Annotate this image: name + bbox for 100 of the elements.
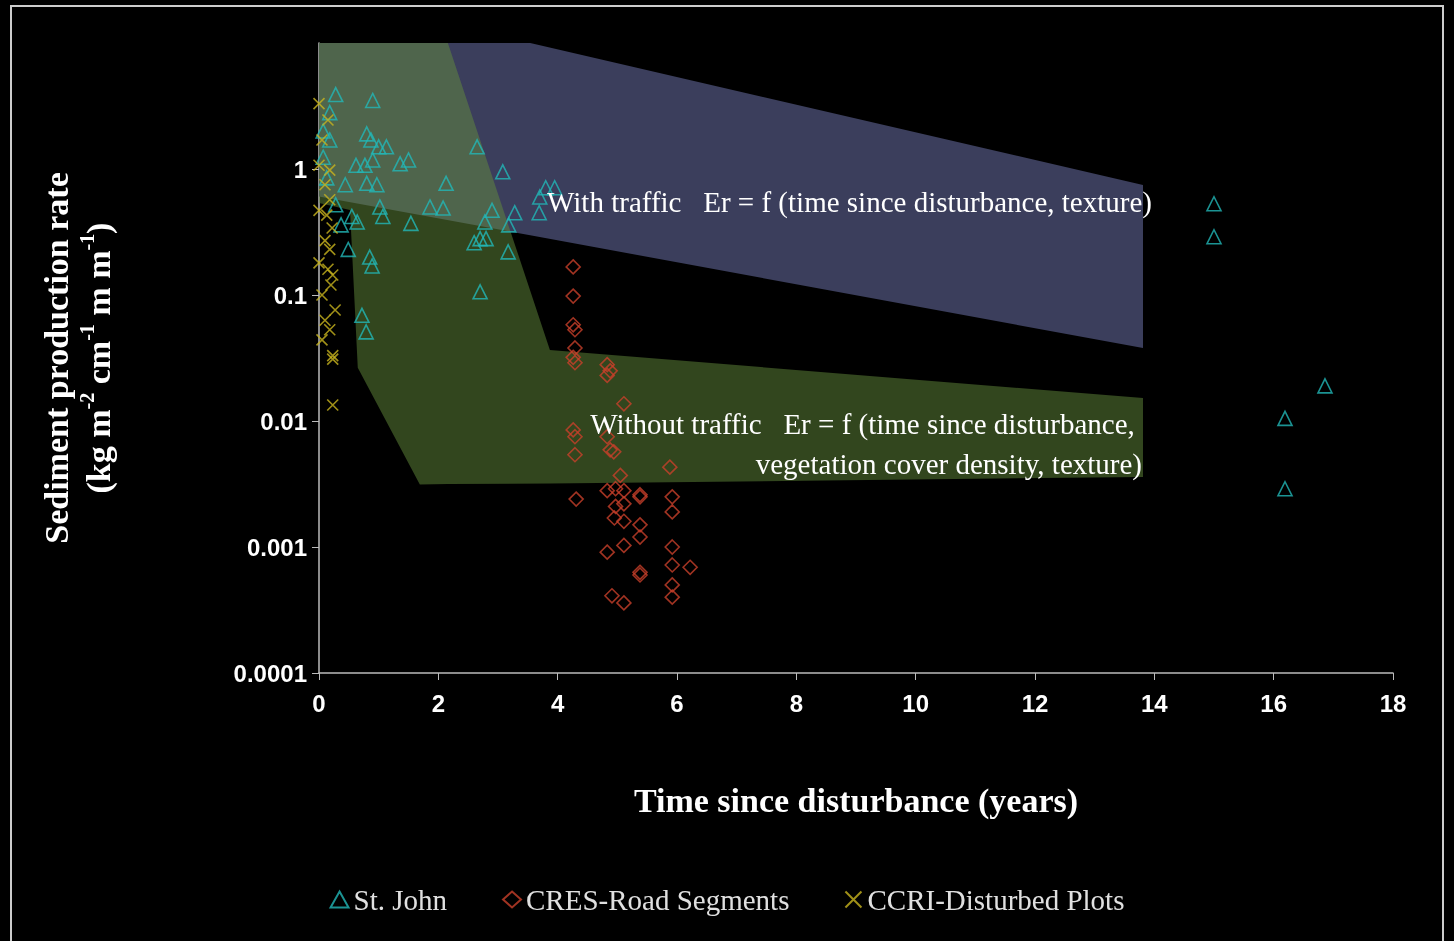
point xyxy=(662,459,678,475)
point xyxy=(599,544,615,560)
point xyxy=(602,442,618,458)
point xyxy=(568,491,584,507)
point xyxy=(1206,195,1222,212)
x-tick-label: 2 xyxy=(431,689,446,717)
point xyxy=(1206,228,1222,245)
x-tick-label: 10 xyxy=(902,689,930,717)
point xyxy=(326,398,340,412)
point xyxy=(361,249,378,265)
point xyxy=(567,446,583,463)
point xyxy=(494,164,511,180)
point xyxy=(664,489,681,505)
point xyxy=(567,354,583,371)
point xyxy=(616,496,632,512)
point xyxy=(327,86,344,103)
point xyxy=(326,352,340,366)
point xyxy=(1277,410,1293,427)
point xyxy=(318,178,332,192)
point xyxy=(403,215,419,232)
point xyxy=(606,510,623,526)
point xyxy=(484,202,500,219)
point xyxy=(664,504,681,520)
legend-label: CCRI-Disturbed Plots xyxy=(867,883,1125,916)
point xyxy=(312,159,326,172)
point xyxy=(315,333,329,347)
point xyxy=(357,157,373,174)
point xyxy=(664,577,681,593)
point xyxy=(565,349,581,366)
point xyxy=(616,537,632,554)
point xyxy=(477,214,493,230)
point xyxy=(612,467,629,484)
y-tick-label: 0.1 xyxy=(273,281,307,309)
point xyxy=(358,324,374,340)
point xyxy=(531,189,548,205)
point xyxy=(565,317,581,333)
point xyxy=(312,204,326,217)
point xyxy=(378,139,395,155)
point xyxy=(565,259,581,275)
point xyxy=(340,241,357,258)
point xyxy=(325,221,339,235)
point xyxy=(323,243,337,256)
point xyxy=(438,175,454,192)
point xyxy=(315,288,329,302)
point xyxy=(469,139,485,155)
x-tick-label: 4 xyxy=(550,689,565,717)
point xyxy=(318,170,335,186)
point xyxy=(632,517,648,533)
point xyxy=(312,256,326,270)
point xyxy=(318,234,332,247)
point xyxy=(323,193,337,207)
point xyxy=(616,595,632,611)
point xyxy=(327,196,344,213)
point xyxy=(363,132,379,148)
point xyxy=(599,367,615,384)
point xyxy=(567,428,583,445)
y-tick-label: 0.0001 xyxy=(233,659,307,687)
x-tick-label: 8 xyxy=(789,689,804,717)
point xyxy=(364,152,381,168)
point xyxy=(472,284,488,300)
point xyxy=(616,513,632,530)
x-axis-title: Time since disturbance (years) xyxy=(633,781,1079,820)
point xyxy=(500,244,516,260)
point xyxy=(567,340,583,356)
point xyxy=(531,204,547,221)
point xyxy=(466,234,482,251)
point xyxy=(312,97,326,110)
x-tick-label: 0 xyxy=(312,689,326,717)
point xyxy=(616,395,632,412)
point xyxy=(369,176,385,193)
y-tick-label: 0.001 xyxy=(246,533,307,561)
y-tick-label: 1 xyxy=(293,155,307,183)
point xyxy=(435,200,451,216)
point xyxy=(364,258,380,274)
point xyxy=(565,422,581,438)
annotation: Without traffic Er = f (time since disturbance, vegetation cover density, texture) xyxy=(590,408,1142,481)
legend-label: St. John xyxy=(353,883,448,916)
point xyxy=(320,208,334,222)
point xyxy=(337,176,354,193)
point xyxy=(605,443,622,460)
point xyxy=(616,482,632,499)
point xyxy=(599,482,615,499)
point xyxy=(326,349,340,362)
point xyxy=(607,480,624,497)
point xyxy=(328,303,342,317)
point xyxy=(604,587,620,604)
point xyxy=(315,133,329,147)
point xyxy=(358,175,375,192)
point xyxy=(344,208,360,225)
point xyxy=(478,230,494,247)
point xyxy=(472,230,488,247)
point xyxy=(333,217,349,233)
point xyxy=(599,356,615,373)
point xyxy=(400,152,417,168)
point xyxy=(1277,480,1293,497)
point xyxy=(315,149,331,166)
point xyxy=(348,157,364,174)
point xyxy=(565,288,581,304)
y-tick-label: 0.01 xyxy=(260,407,307,435)
point xyxy=(632,529,648,545)
